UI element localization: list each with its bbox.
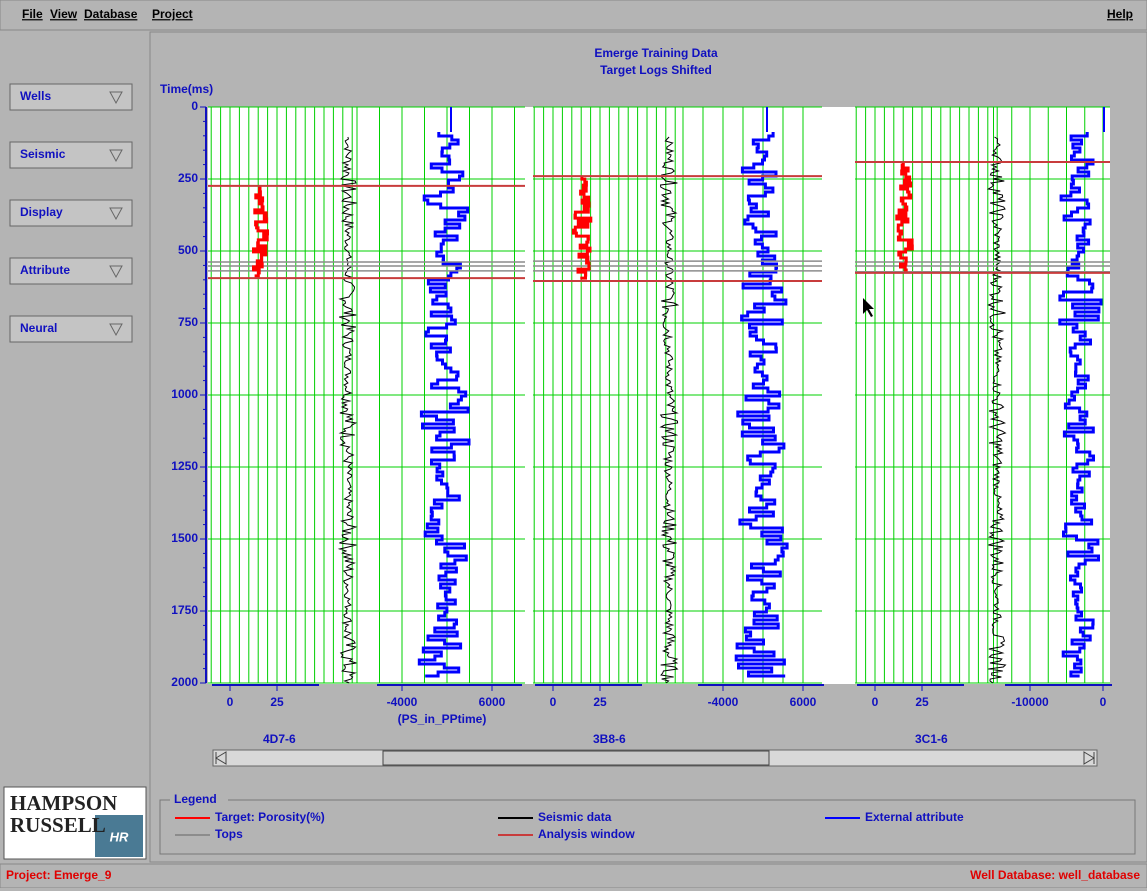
sidebar-label: Neural bbox=[20, 321, 57, 335]
menu-item[interactable]: Database bbox=[84, 7, 138, 21]
x-tick-label: 0 bbox=[872, 695, 879, 709]
y-tick-label: 1750 bbox=[171, 603, 198, 617]
sidebar-button[interactable] bbox=[9, 315, 133, 343]
y-axis-label: Time(ms) bbox=[160, 82, 213, 96]
dropdown-arrow bbox=[109, 207, 123, 221]
legend-title: Legend bbox=[174, 792, 217, 806]
sidebar-button[interactable] bbox=[9, 257, 133, 285]
logo-icon bbox=[95, 815, 143, 857]
menu-bar bbox=[0, 0, 1147, 31]
x-tick-label: 25 bbox=[593, 695, 607, 709]
x-tick-label: -10000 bbox=[1011, 695, 1049, 709]
status-bar bbox=[0, 863, 1147, 889]
x-tick-label: -4000 bbox=[708, 695, 739, 709]
y-tick-label: 2000 bbox=[171, 675, 198, 689]
x-tick-label: -4000 bbox=[387, 695, 418, 709]
x-tick-label: 6000 bbox=[479, 695, 506, 709]
x-tick-label: 25 bbox=[915, 695, 929, 709]
trace bbox=[734, 132, 789, 678]
logo-text: HAMPSON bbox=[10, 791, 117, 815]
sidebar-label: Wells bbox=[20, 89, 51, 103]
cursor bbox=[863, 298, 874, 317]
sidebar-button[interactable] bbox=[9, 83, 133, 111]
menu-item[interactable]: View bbox=[50, 7, 78, 21]
legend-label: Analysis window bbox=[538, 827, 635, 841]
x-tick-label: 6000 bbox=[790, 695, 817, 709]
x-tick-label: 0 bbox=[550, 695, 557, 709]
well-name: 3C1-6 bbox=[915, 732, 948, 746]
trace bbox=[895, 162, 914, 272]
scroll-arrows[interactable] bbox=[215, 751, 1095, 765]
dropdown-arrow bbox=[109, 323, 123, 337]
x-tick-label: 25 bbox=[270, 695, 284, 709]
logo-text: HR bbox=[110, 829, 129, 844]
logo-text: RUSSELL bbox=[10, 813, 106, 837]
scroll-thumb[interactable] bbox=[382, 750, 770, 766]
status-database: Well Database: well_database bbox=[970, 868, 1140, 882]
trace bbox=[417, 132, 471, 678]
y-tick-label: 1250 bbox=[171, 459, 198, 473]
legend-label: Tops bbox=[215, 827, 243, 841]
y-tick-label: 0 bbox=[191, 99, 198, 113]
y-tick-label: 250 bbox=[178, 171, 198, 185]
status-project: Project: Emerge_9 bbox=[6, 868, 112, 882]
legend-label: Seismic data bbox=[538, 810, 612, 824]
sidebar-label: Seismic bbox=[20, 147, 66, 161]
trace bbox=[659, 136, 680, 684]
dropdown-arrow bbox=[109, 91, 123, 105]
legend-label: Target: Porosity(%) bbox=[215, 810, 325, 824]
sidebar-button[interactable] bbox=[9, 141, 133, 169]
well-name: 4D7-6 bbox=[263, 732, 296, 746]
trace bbox=[252, 185, 269, 278]
legend-box bbox=[159, 799, 1136, 855]
sidebar-label: Display bbox=[20, 205, 63, 219]
dropdown-arrow bbox=[109, 265, 123, 279]
y-tick-label: 500 bbox=[178, 243, 198, 257]
x-tick-label: 0 bbox=[227, 695, 234, 709]
well-name: 3B8-6 bbox=[593, 732, 626, 746]
legend-title-bg bbox=[170, 794, 228, 806]
trace bbox=[337, 136, 358, 684]
sidebar-button[interactable] bbox=[9, 199, 133, 227]
y-tick-label: 750 bbox=[178, 315, 198, 329]
x-axis-label: (PS_in_PPtime) bbox=[398, 712, 487, 726]
chart-title: Emerge Training Data bbox=[594, 46, 718, 60]
menu-item[interactable]: File bbox=[22, 7, 43, 21]
dropdown-arrow bbox=[109, 149, 123, 163]
legend-label: External attribute bbox=[865, 810, 964, 824]
trace bbox=[986, 136, 1007, 684]
sidebar-label: Attribute bbox=[20, 263, 70, 277]
menu-help[interactable]: Help bbox=[1107, 7, 1133, 21]
trace bbox=[1058, 132, 1103, 678]
x-tick-label: 0 bbox=[1100, 695, 1107, 709]
trace bbox=[571, 176, 593, 280]
y-tick-label: 1000 bbox=[171, 387, 198, 401]
chart-subtitle: Target Logs Shifted bbox=[600, 63, 712, 77]
y-tick-label: 1500 bbox=[171, 531, 198, 545]
menu-item[interactable]: Project bbox=[152, 7, 193, 21]
